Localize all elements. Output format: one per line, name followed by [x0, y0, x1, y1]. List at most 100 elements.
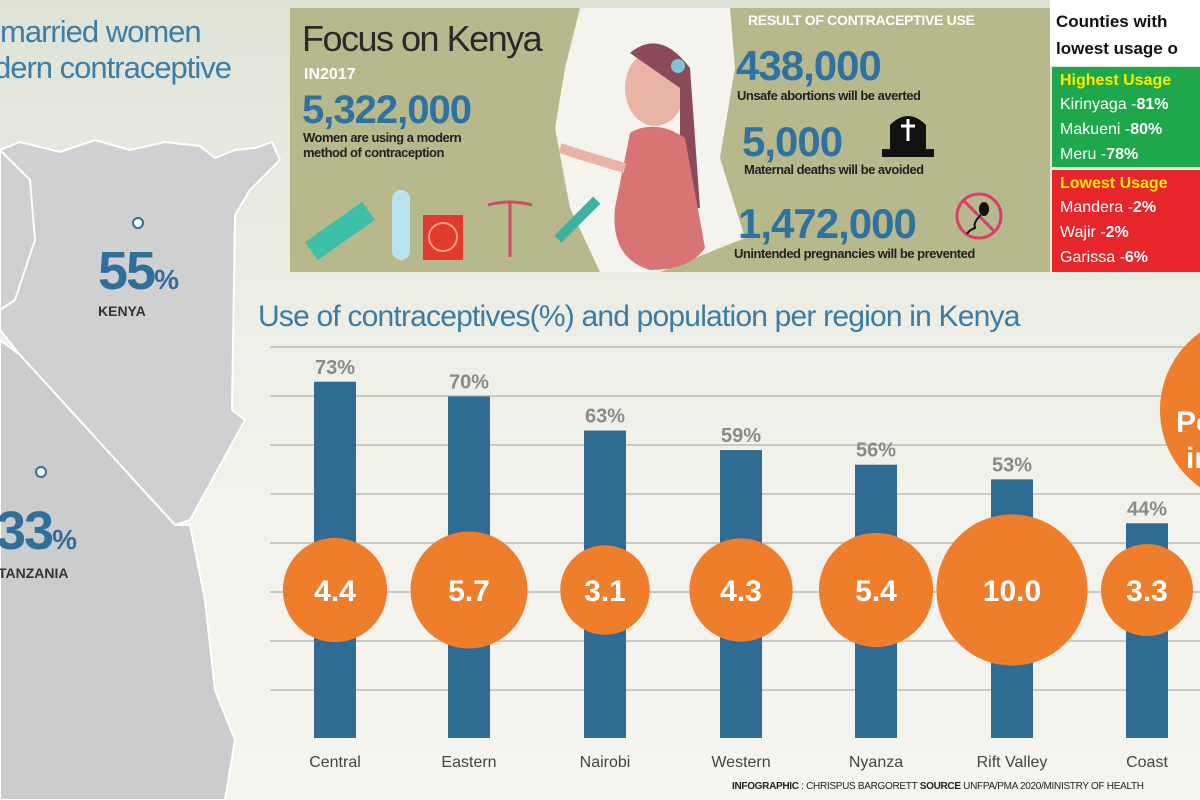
population-label: 3.3	[1126, 575, 1168, 608]
category-label: Nyanza	[849, 754, 903, 771]
county-item: Meru -78%	[1060, 142, 1200, 167]
highest-usage-box: Highest Usage Kirinyaga -81% Makueni -80…	[1052, 67, 1200, 167]
bar-value-label: 53%	[992, 454, 1032, 476]
county-item: Mandera -2%	[1060, 195, 1200, 220]
county-item: Garissa -6%	[1060, 245, 1200, 270]
population-legend-text: Populationin millions	[1176, 406, 1200, 475]
population-label: 3.1	[584, 575, 626, 608]
county-value: 2%	[1105, 224, 1129, 241]
kenya-shape	[0, 138, 282, 527]
counties-title-line1: Counties with	[1056, 12, 1168, 31]
credit-author: : CHRISPUS BARGORETT	[798, 781, 920, 792]
county-item: Makueni -80%	[1060, 117, 1200, 142]
credit-label-infographic: INFOGRAPHIC	[732, 781, 799, 792]
tanzania-percent: 33%	[0, 500, 77, 562]
county-name: Makueni -	[1060, 121, 1131, 138]
counties-title-line2: lowest usage o	[1056, 39, 1178, 58]
county-name: Garissa -	[1060, 249, 1125, 266]
tanzania-unit: %	[52, 524, 77, 555]
population-bubble	[689, 538, 793, 642]
county-value: 78%	[1106, 146, 1139, 163]
credit-label-source: SOURCE	[919, 781, 961, 792]
tanzania-marker	[35, 466, 47, 478]
population-label: 10.0	[983, 575, 1041, 608]
county-name: Wajir -	[1060, 224, 1106, 241]
county-value: 80%	[1130, 121, 1163, 138]
population-bubble	[410, 531, 528, 649]
tanzania-shape	[0, 338, 237, 800]
county-value: 81%	[1136, 96, 1169, 113]
focus-caption-line2: method of contraception	[303, 145, 444, 160]
gel-tube-icon	[305, 201, 375, 261]
kenya-label: KENYA	[98, 303, 146, 319]
iud-icon	[487, 200, 533, 257]
population-bubble	[560, 545, 650, 635]
bar-value-label: 73%	[315, 357, 355, 379]
contraceptive-icons	[305, 190, 601, 261]
counties-title: Counties with lowest usage o	[1056, 8, 1178, 62]
population-label: 5.4	[855, 575, 897, 608]
category-label: Rift Valley	[977, 754, 1048, 771]
credit-source: UNFPA/PMA 2020/MINISTRY OF HEALTH	[960, 781, 1144, 792]
population-legend-bubble	[1160, 332, 1200, 488]
tombstone-icon	[882, 116, 934, 157]
east-africa-map	[0, 138, 282, 800]
kenya-marker	[132, 217, 144, 229]
counties-header-bg	[1050, 0, 1200, 66]
left-title-line1: married women	[0, 14, 202, 49]
category-label: Coast	[1126, 754, 1168, 771]
county-item: Wajir -2%	[1060, 220, 1200, 245]
result-number: 438,000	[736, 42, 882, 89]
result-caption: Unsafe abortions will be averted	[737, 88, 921, 103]
category-label: Central	[309, 754, 361, 771]
condom-pack-icon	[423, 215, 463, 260]
lowest-usage-heading: Lowest Usage	[1060, 175, 1168, 192]
bar-value-label: 70%	[449, 371, 489, 393]
population-label: 5.7	[448, 575, 490, 608]
result-caption: Unintended pregnancies will be prevented	[734, 246, 975, 261]
population-label: 4.4	[314, 575, 356, 608]
result-number: 5,000	[742, 118, 843, 165]
uganda-border	[0, 149, 37, 311]
category-label: Nairobi	[580, 754, 631, 771]
bar-value-label: 63%	[585, 406, 625, 428]
focus-title: Focus on Kenya	[302, 18, 543, 59]
result-number: 1,472,000	[738, 200, 917, 247]
bar-value-label: 59%	[721, 425, 761, 447]
focus-caption: Women are using a modern method of contr…	[303, 130, 462, 160]
county-value: 2%	[1132, 199, 1157, 216]
condom-icon	[392, 190, 410, 260]
flower-icon	[671, 59, 685, 73]
tanzania-value: 33	[0, 501, 54, 561]
tanzania-label: TANZANIA	[0, 565, 69, 581]
syringe-icon	[554, 196, 601, 243]
credit-line: INFOGRAPHIC : CHRISPUS BARGORETT SOURCE …	[732, 781, 1144, 792]
no-sperm-icon	[955, 192, 1003, 240]
population-bubble	[936, 514, 1088, 666]
population-bubble	[282, 537, 388, 643]
county-name: Meru -	[1060, 146, 1107, 163]
county-item: Kirinyaga -81%	[1060, 92, 1200, 117]
result-caption: Maternal deaths will be avoided	[744, 162, 924, 177]
focus-caption-line1: Women are using a modern	[303, 130, 462, 145]
kenya-value: 55	[98, 241, 156, 301]
highest-usage-heading: Highest Usage	[1060, 72, 1172, 89]
left-title: married women dern contraceptive	[0, 14, 232, 86]
bar-value-label: 56%	[856, 440, 896, 462]
county-name: Kirinyaga -	[1060, 96, 1137, 113]
population-bubble	[1101, 544, 1193, 636]
county-name: Mandera -	[1060, 199, 1133, 216]
chart-title: Use of contraceptives(%) and population …	[258, 300, 1020, 333]
kenya-unit: %	[154, 264, 179, 295]
focus-year: IN2017	[304, 66, 356, 83]
bar-value-label: 44%	[1127, 498, 1167, 520]
population-bubble	[818, 532, 934, 648]
population-label: 4.3	[720, 575, 762, 608]
category-label: Western	[711, 754, 770, 771]
kenya-silhouette-woman-illustration	[555, 8, 745, 272]
left-title-line2: dern contraceptive	[0, 50, 232, 85]
county-value: 6%	[1124, 249, 1149, 266]
category-label: Eastern	[441, 754, 496, 771]
lowest-usage-box: Lowest Usage Mandera -2% Wajir -2% Garis…	[1052, 170, 1200, 272]
